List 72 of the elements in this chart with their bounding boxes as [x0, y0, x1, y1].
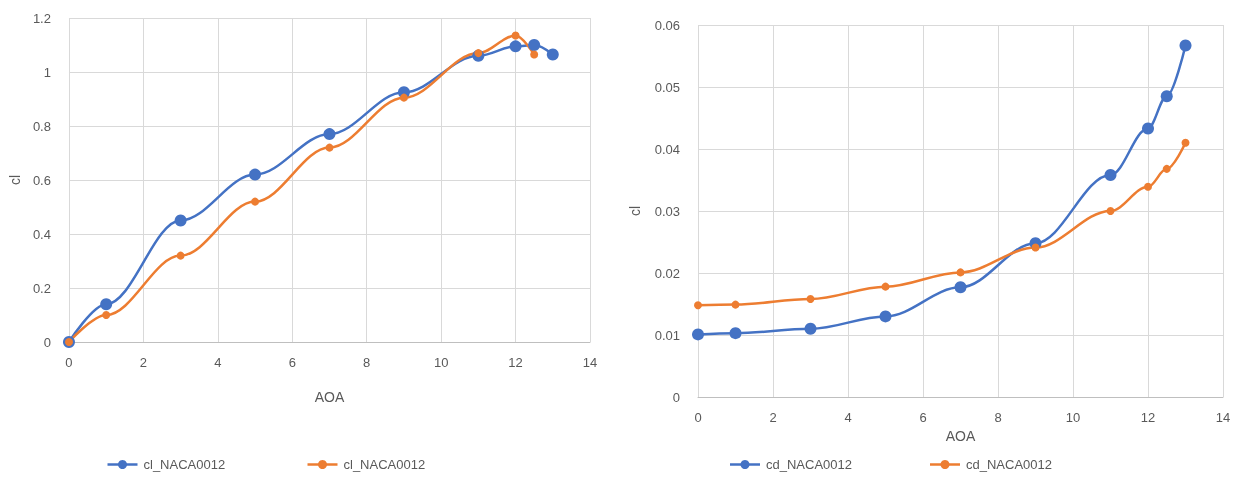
x-tick-label: 2: [769, 410, 777, 425]
y-tick-label: 0: [672, 389, 680, 405]
y-tick-label: 0: [43, 334, 51, 350]
y-tick-label: 1: [43, 64, 51, 80]
y-tick-label: 0.05: [654, 79, 680, 95]
x-axis-title: AOA: [945, 427, 976, 444]
point: [692, 328, 704, 341]
y-tick-label: 0.6: [32, 172, 51, 188]
y-tick-label: 0.04: [654, 141, 680, 157]
x-tick-label: 2: [139, 355, 148, 370]
x-tick-label: 14: [1215, 410, 1231, 425]
point: [511, 31, 520, 40]
point: [251, 197, 260, 206]
point: [323, 128, 336, 141]
point: [1181, 138, 1190, 147]
point: [176, 251, 185, 260]
point: [530, 50, 539, 59]
x-tick-label: 6: [919, 410, 927, 425]
x-tick-label: 6: [288, 355, 296, 370]
x-tick-label: 0: [65, 355, 73, 370]
point: [546, 48, 559, 61]
point: [1160, 90, 1173, 103]
x-tick-label: 4: [214, 355, 222, 370]
x-tick-label: 12: [508, 355, 523, 370]
point: [881, 282, 890, 291]
legend-label: cl_NACA0012: [343, 457, 426, 472]
x-axis-title: AOA: [314, 389, 345, 405]
legend-label: cl_NACA0012: [143, 457, 226, 472]
x-tick-label: 0: [694, 410, 702, 425]
x-tick-label: 10: [1065, 410, 1081, 425]
y-tick-label: 0.02: [654, 265, 680, 281]
point: [102, 311, 111, 319]
y-axis-title: cl: [7, 174, 23, 186]
point: [729, 327, 742, 340]
point: [1031, 243, 1040, 252]
point: [1106, 207, 1115, 215]
x-tick-label: 14: [582, 355, 598, 370]
point: [509, 40, 522, 53]
y-tick-label: 0.4: [32, 226, 51, 242]
y-axis-title: cl: [627, 205, 643, 217]
y-tick-label: 0.8: [32, 118, 51, 134]
point: [1144, 182, 1152, 191]
legend-label: cd_NACA0012: [966, 457, 1052, 472]
point: [954, 281, 967, 294]
y-tick-label: 0.2: [32, 280, 51, 296]
x-tick-label: 10: [433, 355, 449, 370]
point: [249, 168, 262, 181]
point: [1179, 39, 1192, 52]
point: [325, 143, 334, 152]
x-tick-label: 4: [844, 410, 852, 425]
point: [956, 268, 965, 277]
point: [806, 295, 815, 304]
y-tick-label: 0.03: [654, 203, 680, 219]
point: [1162, 164, 1171, 173]
point: [399, 93, 408, 102]
y-tick-label: 0.01: [654, 327, 680, 343]
x-tick-label: 8: [994, 410, 1002, 425]
y-tick-label: 1.2: [32, 10, 51, 26]
legend-label: cd_NACA0012: [766, 457, 852, 472]
point: [474, 49, 483, 58]
x-tick-label: 12: [1140, 410, 1156, 425]
x-tick-label: 8: [363, 355, 371, 370]
point: [804, 322, 817, 335]
point: [528, 39, 541, 51]
y-tick-label: 0.06: [654, 17, 680, 33]
point: [100, 298, 113, 311]
point: [1104, 169, 1117, 182]
point: [731, 300, 740, 309]
point: [1142, 122, 1154, 135]
point: [174, 214, 187, 227]
point: [879, 310, 892, 323]
point: [694, 301, 702, 310]
